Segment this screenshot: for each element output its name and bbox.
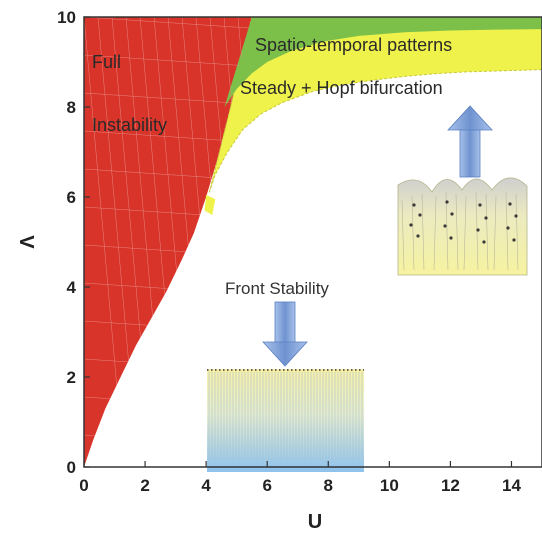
- y-tick-label: 10: [57, 8, 76, 27]
- region-label-spatio-temporal: Spatio-temporal patterns: [255, 35, 452, 55]
- x-tick-label: 10: [380, 476, 399, 495]
- y-tick-label: 8: [67, 98, 76, 117]
- y-axis: 0 2 4 6 8 10: [57, 8, 90, 477]
- x-tick-label: 12: [441, 476, 460, 495]
- texture-line: [84, 54, 252, 68]
- region-label-steady-hopf: Steady + Hopf bifurcation: [240, 78, 443, 98]
- x-tick-label: 4: [201, 476, 211, 495]
- axes-frame: [83, 16, 542, 468]
- x-tick-label: 0: [79, 476, 88, 495]
- pattern-inset: [397, 105, 528, 276]
- down-arrow-icon: [262, 301, 308, 367]
- pattern-surface-image: [397, 177, 528, 276]
- y-tick-label: 2: [67, 368, 76, 387]
- x-tick-label: 14: [502, 476, 521, 495]
- front-stability-label: Front Stability: [225, 279, 329, 298]
- spatio-temporal-region: [224, 17, 542, 107]
- steady-hopf-region: [208, 16, 542, 193]
- steady-hopf-region-bump: [204, 194, 216, 215]
- up-arrow-icon: [447, 105, 493, 178]
- x-tick-label: 2: [140, 476, 149, 495]
- y-tick-label: 0: [67, 458, 76, 477]
- region-label-full: Full: [92, 52, 121, 72]
- x-axis: 0 2 4 6 8 10 12 14: [79, 461, 521, 495]
- y-tick-label: 6: [67, 188, 76, 207]
- front-stability-inset: Front Stability: [207, 279, 364, 472]
- flat-front-image: [207, 369, 364, 472]
- full-instability-region: [84, 17, 252, 467]
- x-tick-label: 8: [324, 476, 333, 495]
- y-tick-label: 4: [67, 278, 77, 297]
- x-axis-title: U: [308, 511, 322, 533]
- texture-line: [84, 17, 252, 30]
- y-axis-title: Λ: [17, 235, 39, 249]
- x-tick-label: 6: [262, 476, 271, 495]
- region-label-instability: Instability: [92, 115, 167, 135]
